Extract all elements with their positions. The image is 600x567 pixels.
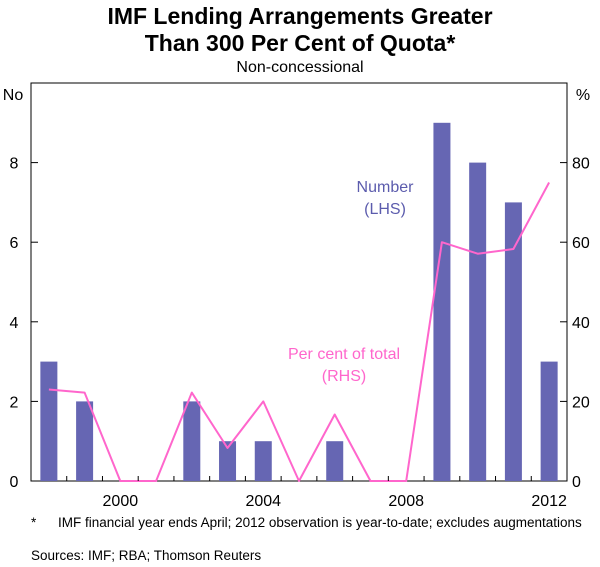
chart-title-line-1: IMF Lending Arrangements Greater bbox=[107, 3, 493, 29]
footnote-text: IMF financial year ends April; 2012 obse… bbox=[58, 515, 582, 530]
bar bbox=[219, 441, 237, 481]
left-tick-label: 8 bbox=[10, 156, 19, 173]
sources-note: Sources: IMF; RBA; Thomson Reuters bbox=[31, 548, 262, 563]
right-tick-label: 60 bbox=[572, 235, 590, 252]
bar bbox=[76, 401, 94, 481]
bar bbox=[183, 401, 201, 481]
bar bbox=[40, 361, 58, 481]
number-annotation-line-1: Number bbox=[357, 179, 415, 196]
number-annotation-line-2: (LHS) bbox=[364, 201, 406, 218]
x-tick-label: 2000 bbox=[103, 493, 139, 510]
left-tick-label: 6 bbox=[10, 235, 19, 252]
left-tick-label: 4 bbox=[10, 315, 19, 332]
plot-frame bbox=[30, 82, 568, 482]
right-tick-label: 80 bbox=[572, 156, 590, 173]
bar bbox=[433, 122, 451, 482]
x-tick-label: 2004 bbox=[245, 493, 281, 510]
right-axis-unit: % bbox=[576, 87, 590, 104]
right-tick-label: 40 bbox=[572, 315, 590, 332]
right-tick-label: 0 bbox=[572, 474, 581, 491]
chart-title-line-2: Than 300 Per Cent of Quota* bbox=[144, 30, 456, 56]
left-tick-label: 0 bbox=[10, 474, 19, 491]
x-tick-label: 2008 bbox=[388, 493, 424, 510]
percent-annotation-line-2: (RHS) bbox=[322, 368, 366, 385]
left-axis-unit: No bbox=[3, 87, 24, 104]
footnote-marker: * bbox=[31, 515, 37, 530]
chart-subtitle: Non-concessional bbox=[236, 59, 364, 76]
bar bbox=[254, 441, 272, 481]
x-tick-label: 2012 bbox=[531, 493, 567, 510]
percent-annotation-line-1: Per cent of total bbox=[288, 346, 400, 363]
right-tick-label: 20 bbox=[572, 394, 590, 411]
left-tick-label: 2 bbox=[10, 394, 19, 411]
bar bbox=[540, 361, 558, 481]
series-line bbox=[48, 182, 550, 482]
bar bbox=[504, 202, 522, 481]
bar bbox=[326, 441, 344, 481]
bar bbox=[469, 162, 487, 481]
